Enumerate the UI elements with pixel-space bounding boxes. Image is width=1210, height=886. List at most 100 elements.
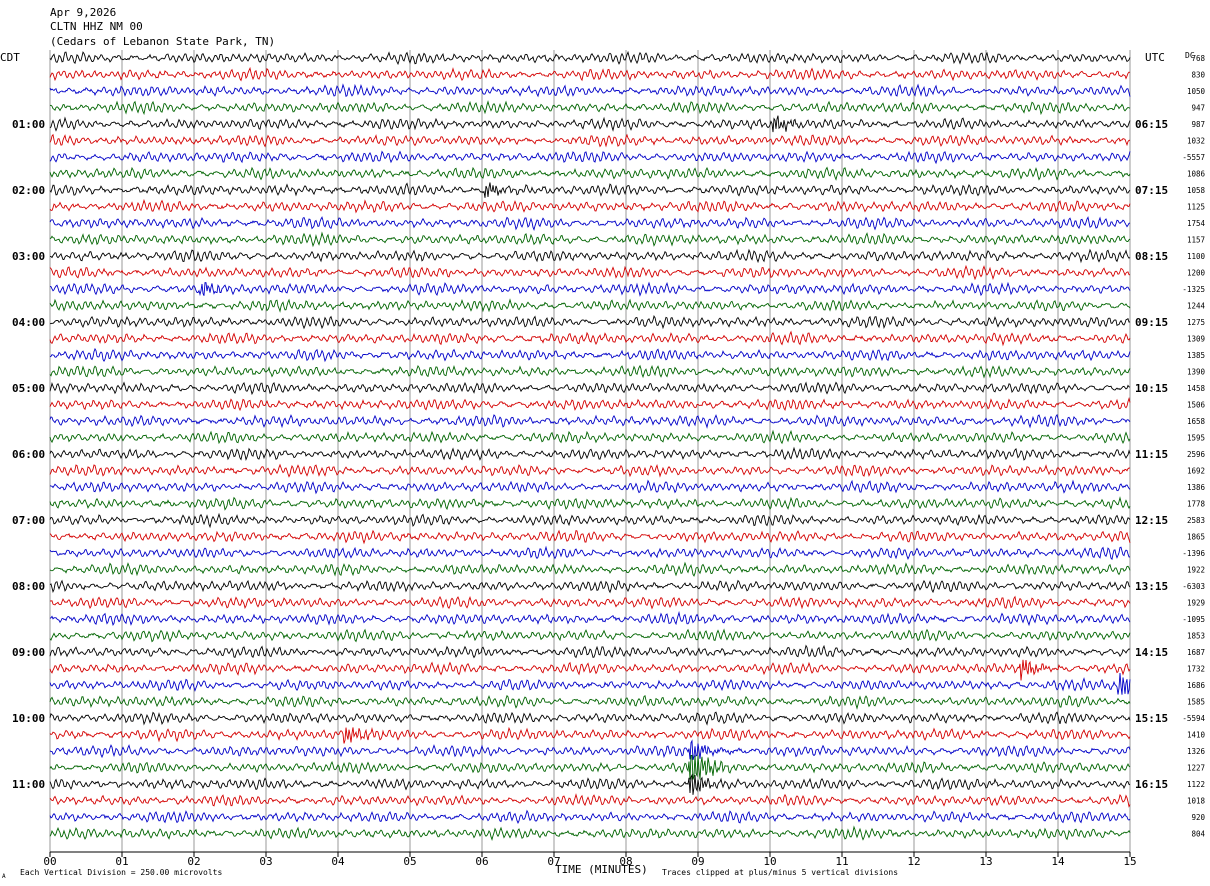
dc-offset-label: 1595 [1187,434,1205,443]
x-tick-label: 15 [1123,855,1136,868]
dc-offset-label: -6303 [1182,582,1205,591]
x-tick-label: 09 [691,855,704,868]
cdt-hour-labels: 01:00 02:00 03:00 04:00 05:00 06:00 07:00 08:00… [12,118,45,791]
trace-row-30 [49,545,1131,561]
header-block: Apr 9,2026 CLTN HHZ NM 00 (Cedars of Leb… [0,6,1195,64]
trace-row-6 [49,150,1131,165]
footer-block: A Each Vertical Division = 250.00 microv… [2,863,898,880]
dc-offset-label: 1692 [1187,467,1205,476]
utc-hour-label: 12:15 [1135,514,1168,527]
utc-hour-label: 15:15 [1135,712,1168,725]
dc-offset-label: 1732 [1187,665,1205,674]
cdt-hour-label: 04:00 [12,316,45,329]
dc-offset-labels: 768 830 1050 947 987 1032 -5557 1086 1058 1125 175… [1182,54,1205,839]
x-tick-label: 07 [547,855,560,868]
dc-offset-label: 1687 [1187,648,1205,657]
x-tick-label: 14 [1051,855,1065,868]
trace-row-15 [49,298,1131,313]
header-date: Apr 9,2026 [50,6,116,19]
x-tick-label: 10 [763,855,776,868]
trace-row-29 [49,529,1131,545]
dc-offset-label: 1778 [1187,500,1206,509]
cdt-hour-label: 03:00 [12,250,45,263]
trace-row-19 [49,364,1131,379]
trace-row-17 [49,330,1131,347]
dc-offset-label: -1396 [1182,549,1205,558]
header-location: (Cedars of Lebanon State Park, TN) [50,35,275,48]
utc-hour-label: 10:15 [1135,382,1168,395]
trace-row-23 [49,429,1131,445]
dc-offset-label: 1385 [1187,351,1205,360]
dc-offset-label: 1458 [1187,384,1206,393]
trace-row-3 [49,100,1131,116]
clip-note: Traces clipped at plus/minus 5 vertical … [662,868,898,877]
dc-offset-label: 1050 [1187,87,1206,96]
trace-row-41 [49,726,1131,744]
dc-offset-label: 1122 [1187,780,1205,789]
utc-hour-label: 09:15 [1135,316,1168,329]
trace-row-24 [49,446,1131,462]
cdt-hour-label: 10:00 [12,712,45,725]
trace-row-47 [49,825,1131,842]
trace-row-28 [49,512,1131,529]
dc-offset-label: 987 [1191,120,1205,129]
trace-row-31 [49,561,1131,577]
dc-offset-label: -1325 [1182,285,1205,294]
dc-offset-label: 1686 [1187,681,1206,690]
dc-offset-label: 1922 [1187,566,1205,575]
x-tick-label: 02 [187,855,200,868]
trace-row-26 [49,479,1131,495]
dc-offset-label: 1658 [1187,417,1206,426]
dc-offset-label: 2583 [1187,516,1205,525]
trace-row-21 [49,397,1131,412]
trace-row-42 [49,739,1131,761]
dc-offset-label: 1244 [1187,302,1206,311]
trace-row-18 [49,347,1131,363]
dc-offset-label: 2596 [1187,450,1206,459]
dc-offset-label: 1275 [1187,318,1205,327]
trace-row-10 [49,216,1131,232]
utc-hour-label: 07:15 [1135,184,1168,197]
cdt-hour-label: 07:00 [12,514,45,527]
dc-offset-label: 920 [1191,813,1205,822]
dc-offset-label: 1018 [1187,797,1206,806]
trace-row-39 [49,694,1131,710]
x-tick-label: 05 [403,855,416,868]
trace-row-40 [49,711,1131,726]
x-tick-label: 13 [979,855,992,868]
trace-row-34 [49,610,1131,627]
dc-offset-label: 1585 [1187,698,1205,707]
trace-row-33 [49,595,1131,610]
dc-offset-label: 1326 [1187,747,1206,756]
cdt-hour-label: 08:00 [12,580,45,593]
x-tick-label: 00 [43,855,56,868]
utc-hour-label: 08:15 [1135,250,1168,263]
dc-offset-label: 804 [1191,830,1205,839]
utc-hour-label: 16:15 [1135,778,1168,791]
utc-hour-label: 13:15 [1135,580,1168,593]
dc-column-label: DC [1185,51,1195,60]
trace-row-12 [49,248,1131,264]
x-tick-label: 11 [835,855,848,868]
cdt-hour-label: 06:00 [12,448,45,461]
trace-row-22 [49,413,1131,429]
trace-row-36 [49,644,1131,659]
x-axis-ticks: 00 01 02 03 04 05 06 07 08 09 10 11 12 13 14 15 [43,852,1137,868]
dc-offset-label: -1095 [1182,615,1205,624]
dc-offset-label: 1506 [1187,401,1206,410]
trace-row-20 [49,381,1131,396]
utc-hour-label: 06:15 [1135,118,1168,131]
utc-hour-label: 14:15 [1135,646,1168,659]
trace-row-25 [49,463,1131,478]
dc-offset-label: 1200 [1187,269,1206,278]
dc-offset-label: 830 [1191,71,1205,80]
trace-row-46 [49,809,1131,824]
trace-row-27 [49,496,1131,511]
x-tick-label: 08 [619,855,632,868]
x-tick-label: 04 [331,855,345,868]
trace-row-44 [49,773,1131,795]
cdt-hour-label: 02:00 [12,184,45,197]
dc-offset-label: 1853 [1187,632,1205,641]
trace-row-32 [49,579,1131,594]
seismic-traces [49,50,1131,842]
